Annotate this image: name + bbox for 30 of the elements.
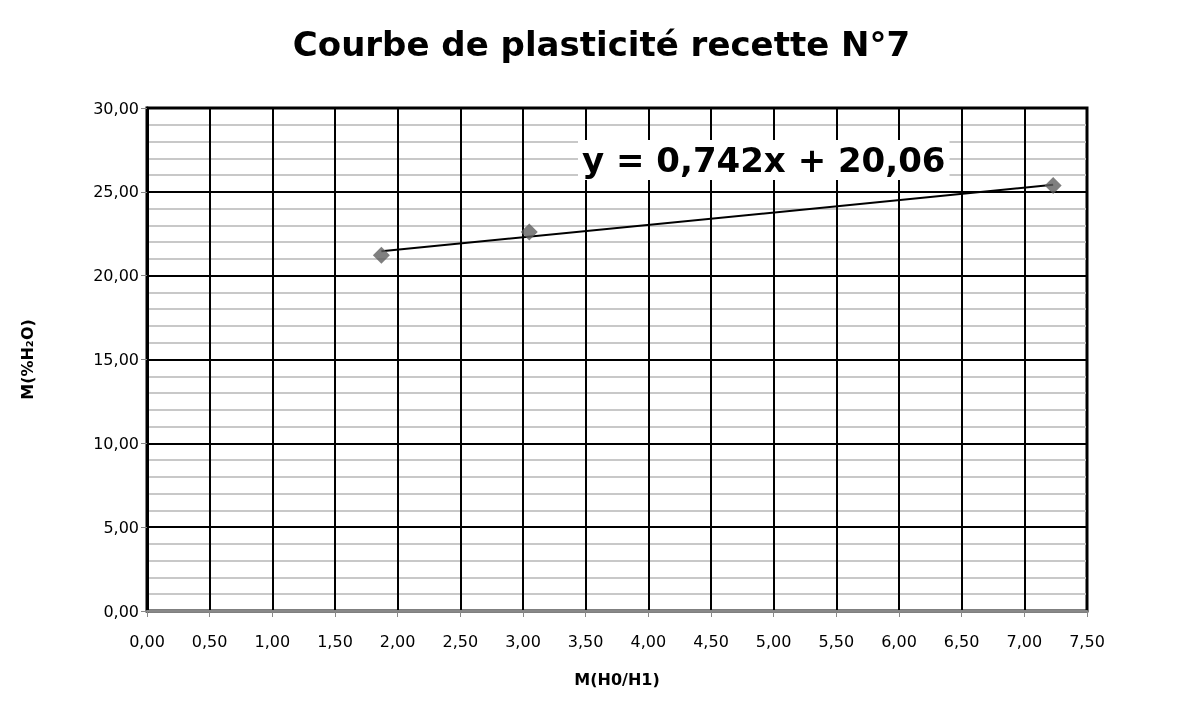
x-tick-label: 1,00 [254, 631, 291, 651]
x-tick-label: 3,50 [567, 631, 604, 651]
x-tick-label: 1,50 [317, 631, 353, 651]
x-tick-label: 7,00 [1006, 631, 1043, 651]
x-axis-title: M(H0/H1) [574, 669, 660, 689]
y-tick-label: 10,00 [93, 433, 139, 453]
y-tick-label: 20,00 [93, 266, 139, 286]
point [1044, 176, 1062, 194]
x-tick-label: 5,00 [755, 631, 792, 651]
x-tick-label: 4,00 [630, 631, 667, 651]
x-tick-label: 7,50 [1069, 631, 1105, 651]
x-tick-label: 0,00 [129, 631, 165, 651]
x-tick-label: 5,50 [818, 631, 855, 651]
x-tick-label: 0,50 [191, 631, 228, 651]
y-tick-label: 5,00 [103, 517, 139, 537]
point [520, 223, 538, 241]
y-tick-label: 25,00 [93, 182, 139, 202]
y-tick-label: 30,00 [93, 98, 139, 118]
x-tick-label: 6,50 [943, 631, 980, 651]
x-tick-label: 2,00 [379, 631, 416, 651]
annotation: y = 0,742x + 20,06 [582, 140, 946, 180]
x-tick-label: 6,00 [881, 631, 917, 651]
point [372, 246, 390, 264]
x-tick-label: 2,50 [442, 631, 479, 651]
chart-title: Courbe de plasticité recette N°7 [292, 24, 911, 64]
x-tick-label: 3,00 [505, 631, 541, 651]
y-tick-label: 0,00 [103, 601, 139, 621]
x-tick-label: 4,50 [693, 631, 729, 651]
y-axis-title: M(%H₂O) [17, 319, 37, 400]
y-tick-label: 15,00 [93, 350, 139, 369]
